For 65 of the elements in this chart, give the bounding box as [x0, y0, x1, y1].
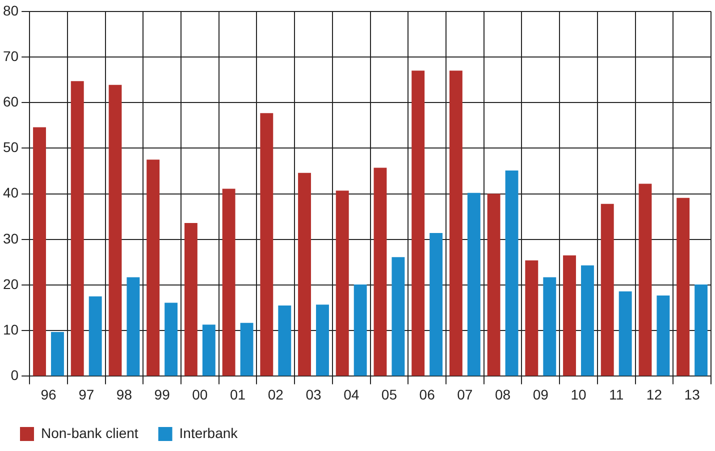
bar [70, 81, 84, 376]
bar [184, 222, 198, 376]
bar [222, 188, 236, 376]
bar [694, 284, 708, 376]
bar [336, 190, 349, 376]
y-tick-label: 20 [2, 276, 19, 292]
bar [202, 324, 216, 376]
x-tick-label: 97 [78, 386, 94, 402]
y-tick-label: 10 [2, 321, 19, 338]
legend-label: Non-bank client [41, 424, 138, 441]
bar [164, 302, 178, 376]
y-tick-label: 0 [10, 367, 19, 384]
y-tick-label: 80 [2, 2, 19, 18]
bar [563, 255, 576, 376]
bar [581, 265, 594, 376]
x-tick-label: 96 [40, 386, 56, 402]
bar [656, 295, 670, 376]
x-tick-label: 05 [381, 386, 398, 402]
x-tick-label: 12 [646, 386, 662, 402]
bar [412, 70, 425, 376]
bar [525, 260, 538, 376]
x-tick-label: 04 [344, 386, 360, 402]
x-tick-label: 06 [419, 386, 436, 402]
bar [449, 70, 462, 376]
x-tick-label: 13 [684, 386, 700, 402]
bar [108, 84, 122, 376]
x-tick-label: 02 [268, 386, 284, 402]
bar [374, 168, 387, 376]
y-tick-label: 50 [2, 139, 19, 156]
bar [505, 170, 518, 376]
y-tick-label: 70 [2, 48, 19, 64]
legend-label: Interbank [179, 424, 239, 441]
x-tick-label: 00 [192, 386, 208, 402]
bar [354, 284, 367, 376]
bar [467, 192, 480, 376]
x-tick-label: 10 [570, 386, 586, 402]
bar [126, 277, 140, 376]
y-tick-label: 40 [2, 184, 19, 201]
bar [676, 198, 690, 376]
bar [430, 233, 443, 376]
x-tick-label: 08 [494, 386, 511, 402]
x-tick-label: 11 [609, 386, 624, 402]
y-tick-label: 30 [2, 230, 19, 246]
bar [543, 277, 556, 376]
bar [240, 322, 254, 376]
x-tick-label: 07 [457, 386, 473, 402]
bar [600, 204, 614, 376]
x-tick-label: 98 [116, 386, 132, 402]
bar [88, 296, 102, 376]
bar [298, 172, 311, 376]
bar [316, 304, 329, 376]
x-tick-label: 09 [532, 386, 549, 402]
bar [618, 291, 632, 376]
x-tick-label: 01 [230, 386, 246, 402]
x-tick-label: 03 [306, 386, 322, 402]
bar [638, 184, 652, 376]
bar [278, 306, 292, 376]
bar [33, 127, 46, 376]
y-tick-label: 60 [2, 93, 19, 110]
bar [51, 332, 64, 376]
x-tick-label: 99 [154, 386, 170, 402]
bar [392, 257, 405, 376]
bar [487, 194, 500, 376]
bar [146, 160, 160, 376]
bar [260, 113, 274, 376]
